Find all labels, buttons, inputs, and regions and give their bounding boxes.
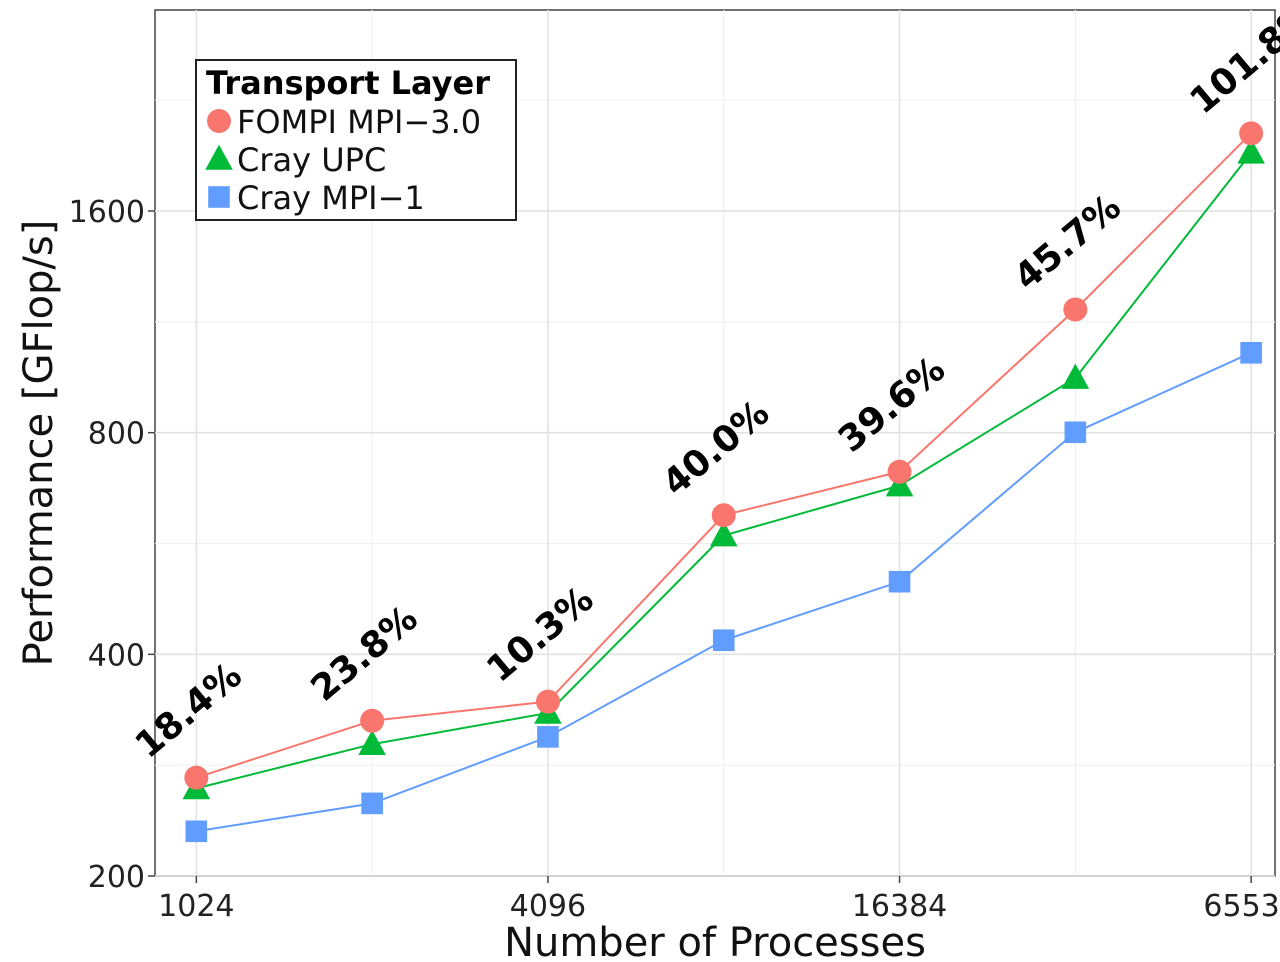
- data-point-series-1: [1061, 363, 1090, 389]
- data-point-series-0: [184, 765, 209, 790]
- x-tick-label: 4096: [510, 889, 586, 924]
- y-tick-label: 1600: [69, 195, 145, 230]
- data-point-series-2: [1064, 421, 1087, 444]
- legend-key-1: [205, 144, 233, 170]
- x-tick-label: 16384: [852, 889, 947, 924]
- data-point-series-2: [361, 792, 383, 815]
- data-point-series-2: [888, 570, 911, 593]
- y-axis-ticks: 200 400 800 1600: [69, 195, 155, 895]
- x-axis-title: Number of Processes: [504, 920, 926, 962]
- y-tick-label: 800: [88, 417, 145, 452]
- x-tick-label: 1024: [158, 889, 234, 924]
- data-point-series-1: [1237, 138, 1265, 164]
- data-point-series-0: [1063, 297, 1088, 322]
- x-axis-ticks: 1024 4096 16384 65536: [158, 876, 1280, 924]
- legend-title: Transport Layer: [206, 64, 490, 102]
- data-point-series-2: [537, 726, 559, 748]
- legend-label: Cray MPI−1: [237, 179, 425, 217]
- y-tick-label: 200: [88, 860, 145, 895]
- series-markers: [182, 121, 1265, 843]
- data-point-series-0: [711, 503, 736, 528]
- legend-key-0: [207, 109, 231, 133]
- data-point-series-0: [360, 708, 385, 733]
- legend-box: [195, 59, 517, 221]
- data-point-series-2: [1240, 342, 1262, 364]
- legend-key-2: [208, 186, 230, 208]
- legend-label: FOMPI MPI−3.0: [237, 103, 481, 141]
- y-tick-label: 400: [88, 638, 145, 673]
- y-axis-title: Performance [GFlop/s]: [16, 220, 62, 667]
- data-point-series-1: [885, 471, 914, 497]
- data-point-series-2: [712, 629, 735, 652]
- x-tick-label: 65536: [1203, 889, 1280, 924]
- data-point-series-0: [535, 689, 560, 714]
- legend-label: Cray UPC: [237, 141, 386, 179]
- data-point-series-0: [887, 459, 912, 484]
- data-point-series-0: [1239, 121, 1264, 146]
- data-point-series-1: [709, 521, 738, 547]
- data-point-series-1: [358, 729, 386, 756]
- data-point-series-2: [185, 820, 208, 843]
